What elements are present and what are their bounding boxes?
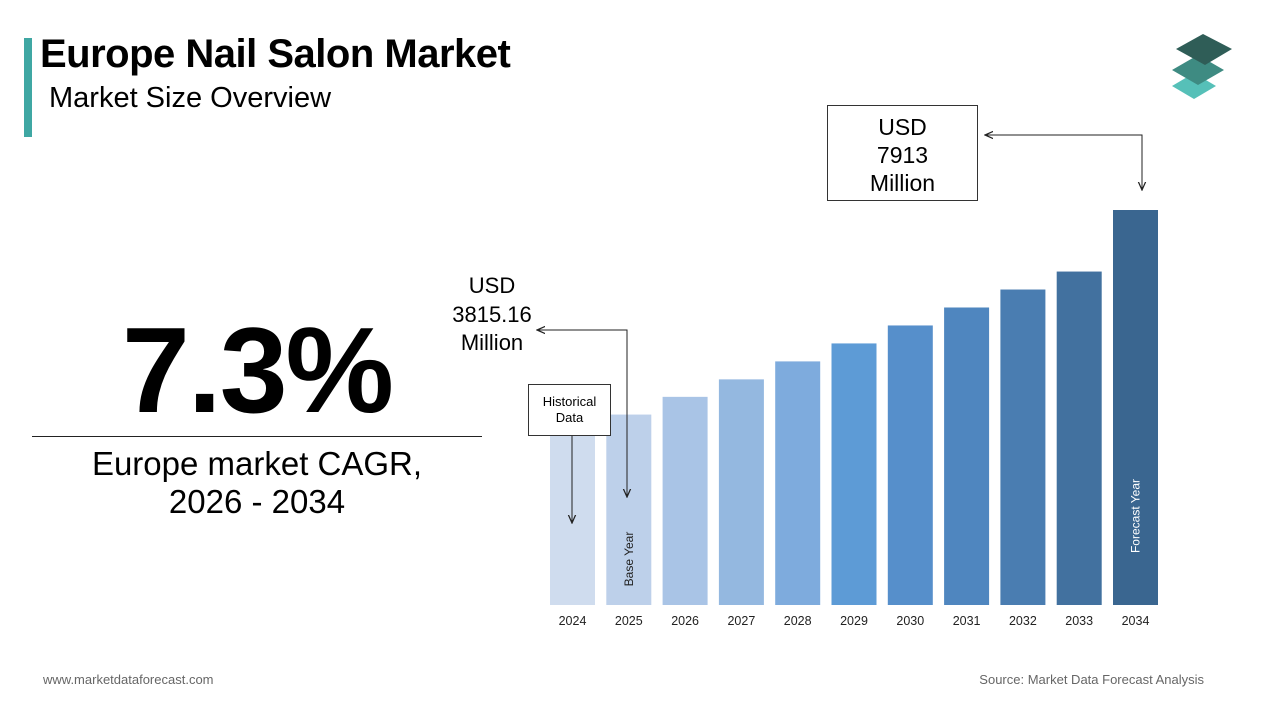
x-tick-2034: 2034	[1122, 614, 1150, 628]
bar-label-2025: Base Year	[622, 532, 636, 587]
bar-2029	[831, 343, 877, 605]
base-value-amount: 3815.16	[452, 301, 532, 327]
bar-2033	[1056, 271, 1102, 605]
cagr-label-line2: 2026 - 2034	[168, 483, 346, 520]
bar-series	[550, 210, 1158, 605]
historical-line2: Data	[555, 410, 584, 425]
bar-2031	[944, 307, 990, 605]
historical-line1: Historical	[542, 394, 597, 409]
bar-2030	[887, 325, 933, 605]
bar-2026	[662, 396, 708, 605]
x-tick-2029: 2029	[840, 614, 868, 628]
bar-2027	[718, 379, 764, 605]
end-value-callout: USD 7913 Million	[827, 105, 978, 201]
end-value-currency: USD	[878, 114, 927, 140]
logo-layer-top	[1176, 34, 1232, 65]
x-tick-2024: 2024	[559, 614, 587, 628]
bar-inner-labels: Base Year Forecast Year	[622, 479, 1143, 586]
base-value-currency: USD	[468, 273, 516, 298]
x-axis-tick-labels: 2024 2025 2026 2027 2028 2029 2030 2031 2032 2033…	[559, 614, 1150, 628]
page-subtitle: Market Size Overview	[49, 82, 332, 114]
bar-2034	[1113, 210, 1158, 605]
end-value-amount: 7913	[876, 142, 929, 168]
base-value-unit: Million	[460, 330, 524, 355]
brand-logo-icon	[1172, 34, 1232, 99]
end-value-unit: Million	[869, 170, 936, 196]
footer-source: Source: Market Data Forecast Analysis	[979, 672, 1204, 687]
x-tick-2027: 2027	[727, 614, 755, 628]
x-tick-2025: 2025	[615, 614, 643, 628]
footer-website-link[interactable]: www.marketdataforecast.com	[43, 672, 214, 687]
x-tick-2030: 2030	[896, 614, 924, 628]
cagr-divider	[32, 436, 482, 437]
end-value-connector	[985, 135, 1142, 190]
base-value-connector	[537, 330, 627, 497]
bar-label-2034: Forecast Year	[1129, 479, 1143, 553]
historical-data-callout: Historical Data	[528, 384, 611, 436]
x-tick-2028: 2028	[784, 614, 812, 628]
cagr-label: Europe market CAGR, 2026 - 2034	[32, 445, 482, 521]
cagr-value: 7.3%	[121, 302, 394, 438]
x-tick-2026: 2026	[671, 614, 699, 628]
base-value-callout: USD 3815.16 Million	[440, 272, 544, 358]
bar-2028	[775, 361, 821, 605]
page-title: Europe Nail Salon Market	[40, 32, 511, 76]
x-tick-2031: 2031	[953, 614, 981, 628]
cagr-label-line1: Europe market CAGR,	[91, 445, 423, 482]
logo-layer-middle	[1172, 55, 1224, 85]
x-tick-2033: 2033	[1065, 614, 1093, 628]
bar-2032	[1000, 289, 1046, 605]
accent-bar	[24, 38, 32, 137]
x-tick-2032: 2032	[1009, 614, 1037, 628]
